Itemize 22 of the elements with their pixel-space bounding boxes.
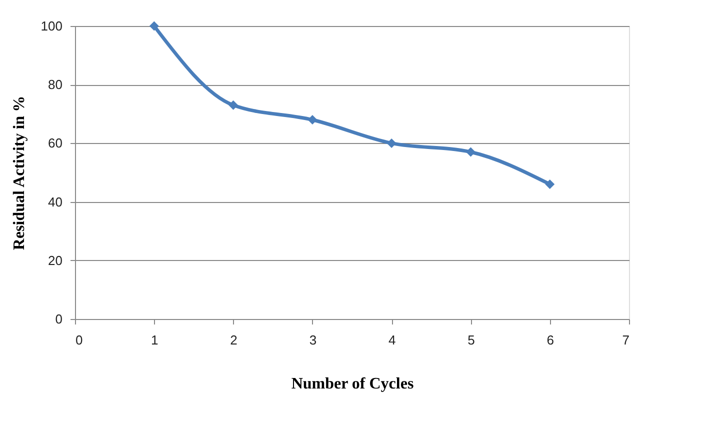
x-tick-label: 0	[76, 332, 83, 348]
y-tick-label: 0	[55, 312, 62, 326]
y-axis-title: Residual Activity in %	[10, 96, 28, 250]
y-tick-label: 80	[48, 77, 62, 92]
point	[386, 138, 396, 148]
point	[308, 115, 318, 125]
x-tick-label: 4	[388, 332, 396, 348]
point	[545, 179, 555, 189]
point	[466, 147, 476, 157]
x-tick-label: 5	[468, 332, 475, 348]
x-tick-label: 7	[622, 332, 630, 348]
point	[149, 21, 159, 31]
y-tick-label: 60	[48, 136, 62, 151]
point	[228, 100, 238, 110]
x-tick-label: 1	[151, 332, 158, 348]
x-tick-label: 2	[230, 332, 238, 348]
x-tick-label: 3	[309, 332, 317, 348]
x-tick-label: 6	[546, 332, 554, 348]
y-tick-label: 100	[40, 18, 62, 34]
y-tick-label: 40	[48, 194, 62, 210]
x-axis-title: Number of Cycles	[291, 376, 414, 392]
y-tick-label: 20	[48, 252, 62, 268]
